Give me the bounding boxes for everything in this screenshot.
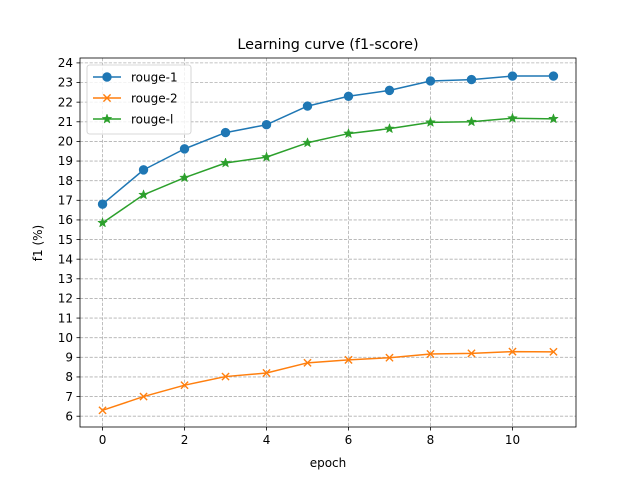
x-tick-label: 4 bbox=[263, 433, 271, 447]
grid bbox=[80, 58, 576, 427]
y-tick-label: 22 bbox=[58, 95, 73, 109]
x-tick-label: 0 bbox=[99, 433, 107, 447]
y-tick-label: 16 bbox=[58, 213, 73, 227]
data-point bbox=[97, 199, 108, 209]
data-point bbox=[139, 392, 148, 401]
series-rouge-l bbox=[97, 112, 559, 228]
data-point bbox=[426, 349, 435, 359]
legend-marker bbox=[102, 93, 112, 103]
legend-item: rouge-1 bbox=[93, 70, 178, 84]
y-tick-label: 17 bbox=[58, 194, 73, 208]
legend-item: rouge-2 bbox=[93, 91, 178, 105]
legend-box bbox=[86, 64, 192, 135]
data-point bbox=[507, 112, 518, 123]
data-point bbox=[425, 116, 436, 127]
data-point bbox=[302, 137, 313, 148]
y-tick-label: 9 bbox=[65, 351, 73, 365]
series-line-rouge-l bbox=[102, 117, 554, 224]
data-point bbox=[303, 358, 312, 367]
data-point bbox=[138, 189, 149, 200]
y-tick-label: 10 bbox=[58, 331, 73, 345]
y-tick-label: 14 bbox=[58, 252, 73, 266]
x-axis: 0 2 4 6 8 10 bbox=[99, 427, 520, 447]
legend-label: rouge-l bbox=[131, 112, 173, 126]
legend-marker bbox=[101, 113, 113, 124]
data-point bbox=[343, 91, 354, 101]
y-tick-label: 20 bbox=[58, 135, 73, 149]
data-point bbox=[220, 157, 231, 168]
y-tick-label: 6 bbox=[65, 409, 73, 423]
data-point bbox=[384, 122, 395, 134]
series-rouge-1 bbox=[97, 71, 559, 209]
data-point bbox=[466, 74, 477, 85]
y-tick-label: 24 bbox=[58, 56, 73, 70]
data-point bbox=[98, 406, 107, 415]
data-point bbox=[385, 353, 394, 362]
y-tick-label: 13 bbox=[58, 272, 73, 286]
data-point bbox=[344, 355, 353, 364]
y-axis-label: f1 (%) bbox=[31, 225, 45, 261]
data-point bbox=[302, 101, 313, 111]
y-tick-label: 19 bbox=[58, 154, 73, 168]
x-tick-label: 8 bbox=[427, 433, 435, 447]
data-point bbox=[97, 217, 108, 228]
x-tick-label: 2 bbox=[181, 433, 189, 447]
series-layer bbox=[97, 71, 559, 415]
x-tick-label: 10 bbox=[505, 433, 520, 447]
x-axis-label: epoch bbox=[310, 456, 347, 470]
y-tick-label: 11 bbox=[58, 311, 73, 325]
data-point bbox=[548, 71, 559, 81]
y-tick-label: 21 bbox=[58, 115, 73, 129]
y-tick-label: 12 bbox=[58, 292, 73, 306]
data-point bbox=[467, 349, 476, 358]
data-point bbox=[425, 76, 436, 86]
data-point bbox=[343, 127, 354, 139]
y-tick-label: 15 bbox=[58, 233, 73, 247]
y-tick-label: 8 bbox=[65, 370, 73, 384]
data-point bbox=[179, 144, 190, 154]
legend-label: rouge-1 bbox=[131, 70, 178, 84]
data-point bbox=[138, 165, 149, 175]
data-point bbox=[179, 172, 190, 183]
data-point bbox=[180, 381, 189, 390]
data-point bbox=[220, 127, 231, 138]
data-point bbox=[261, 151, 272, 162]
data-point bbox=[466, 116, 477, 127]
chart-title: Learning curve (f1-score) bbox=[237, 37, 418, 53]
legend-label: rouge-2 bbox=[131, 91, 178, 105]
legend-marker bbox=[102, 72, 112, 82]
data-point bbox=[261, 120, 272, 130]
y-tick-label: 7 bbox=[65, 390, 73, 404]
legend-item: rouge-l bbox=[93, 112, 173, 126]
data-point bbox=[262, 368, 271, 378]
series-rouge-2 bbox=[98, 347, 558, 415]
data-point bbox=[221, 372, 230, 381]
legend: rouge-1 rouge-2 rouge-l bbox=[86, 64, 192, 135]
y-tick-label: 18 bbox=[58, 174, 73, 188]
data-point bbox=[507, 71, 518, 81]
data-point bbox=[508, 347, 517, 356]
y-axis: 6 7 8 9 10 11 12 13 14 15 16 17 18 19 20 21 22 23 24 bbox=[58, 56, 80, 423]
series-line-rouge-1 bbox=[102, 75, 554, 205]
series-line-rouge-2 bbox=[102, 350, 554, 412]
x-tick-label: 6 bbox=[345, 433, 353, 447]
data-point bbox=[548, 113, 559, 124]
y-tick-label: 23 bbox=[58, 76, 73, 90]
data-point bbox=[549, 347, 558, 356]
plot-frame bbox=[79, 57, 577, 428]
data-point bbox=[384, 85, 395, 96]
